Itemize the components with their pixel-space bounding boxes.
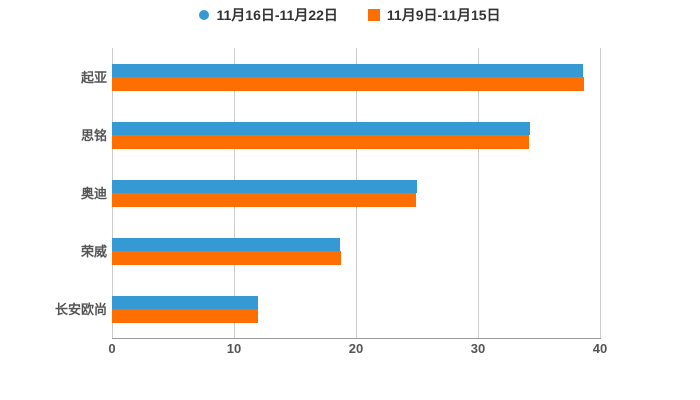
legend-item-series-0[interactable]: 11月16日-11月22日	[199, 5, 338, 25]
bar-series-0-荣威	[112, 237, 341, 251]
x-axis-tick-label: 20	[348, 341, 364, 356]
bar-series-1-思铭	[112, 135, 530, 149]
y-axis-label-4: 长安欧尚	[54, 301, 107, 317]
bar-series-0-思铭	[112, 121, 531, 135]
bar-series-0-奥迪	[112, 179, 417, 193]
y-axis-label-2: 奥迪	[80, 185, 107, 201]
y-axis-label-3: 荣威	[80, 243, 107, 259]
legend-item-series-1[interactable]: 11月9日-11月15日	[367, 5, 501, 25]
gridline-x-30	[478, 48, 479, 338]
legend-label: 11月9日-11月15日	[386, 7, 501, 23]
bar-series-0-长安欧尚	[112, 295, 259, 309]
y-axis-label-1: 思铭	[80, 127, 107, 143]
x-axis-tick-label: 0	[108, 341, 116, 356]
bar-series-1-奥迪	[112, 193, 416, 207]
bar-series-1-起亚	[112, 77, 585, 91]
square-legend-marker-icon	[367, 9, 380, 21]
x-axis-tick-label: 40	[592, 341, 608, 356]
bar-series-0-起亚	[112, 63, 583, 77]
circle-legend-marker-icon	[199, 10, 210, 20]
bar-series-1-长安欧尚	[112, 309, 259, 323]
legend-label: 11月16日-11月22日	[216, 7, 338, 23]
legend: 11月16日-11月22日 11月9日-11月15日	[0, 4, 700, 26]
gridline-x-40	[600, 48, 601, 338]
x-axis-line	[112, 338, 601, 339]
y-axis-label-0: 起亚	[80, 69, 107, 85]
x-axis-tick-label: 10	[226, 341, 242, 356]
bar-series-1-荣威	[112, 251, 342, 265]
x-axis-tick-label: 30	[470, 341, 486, 356]
